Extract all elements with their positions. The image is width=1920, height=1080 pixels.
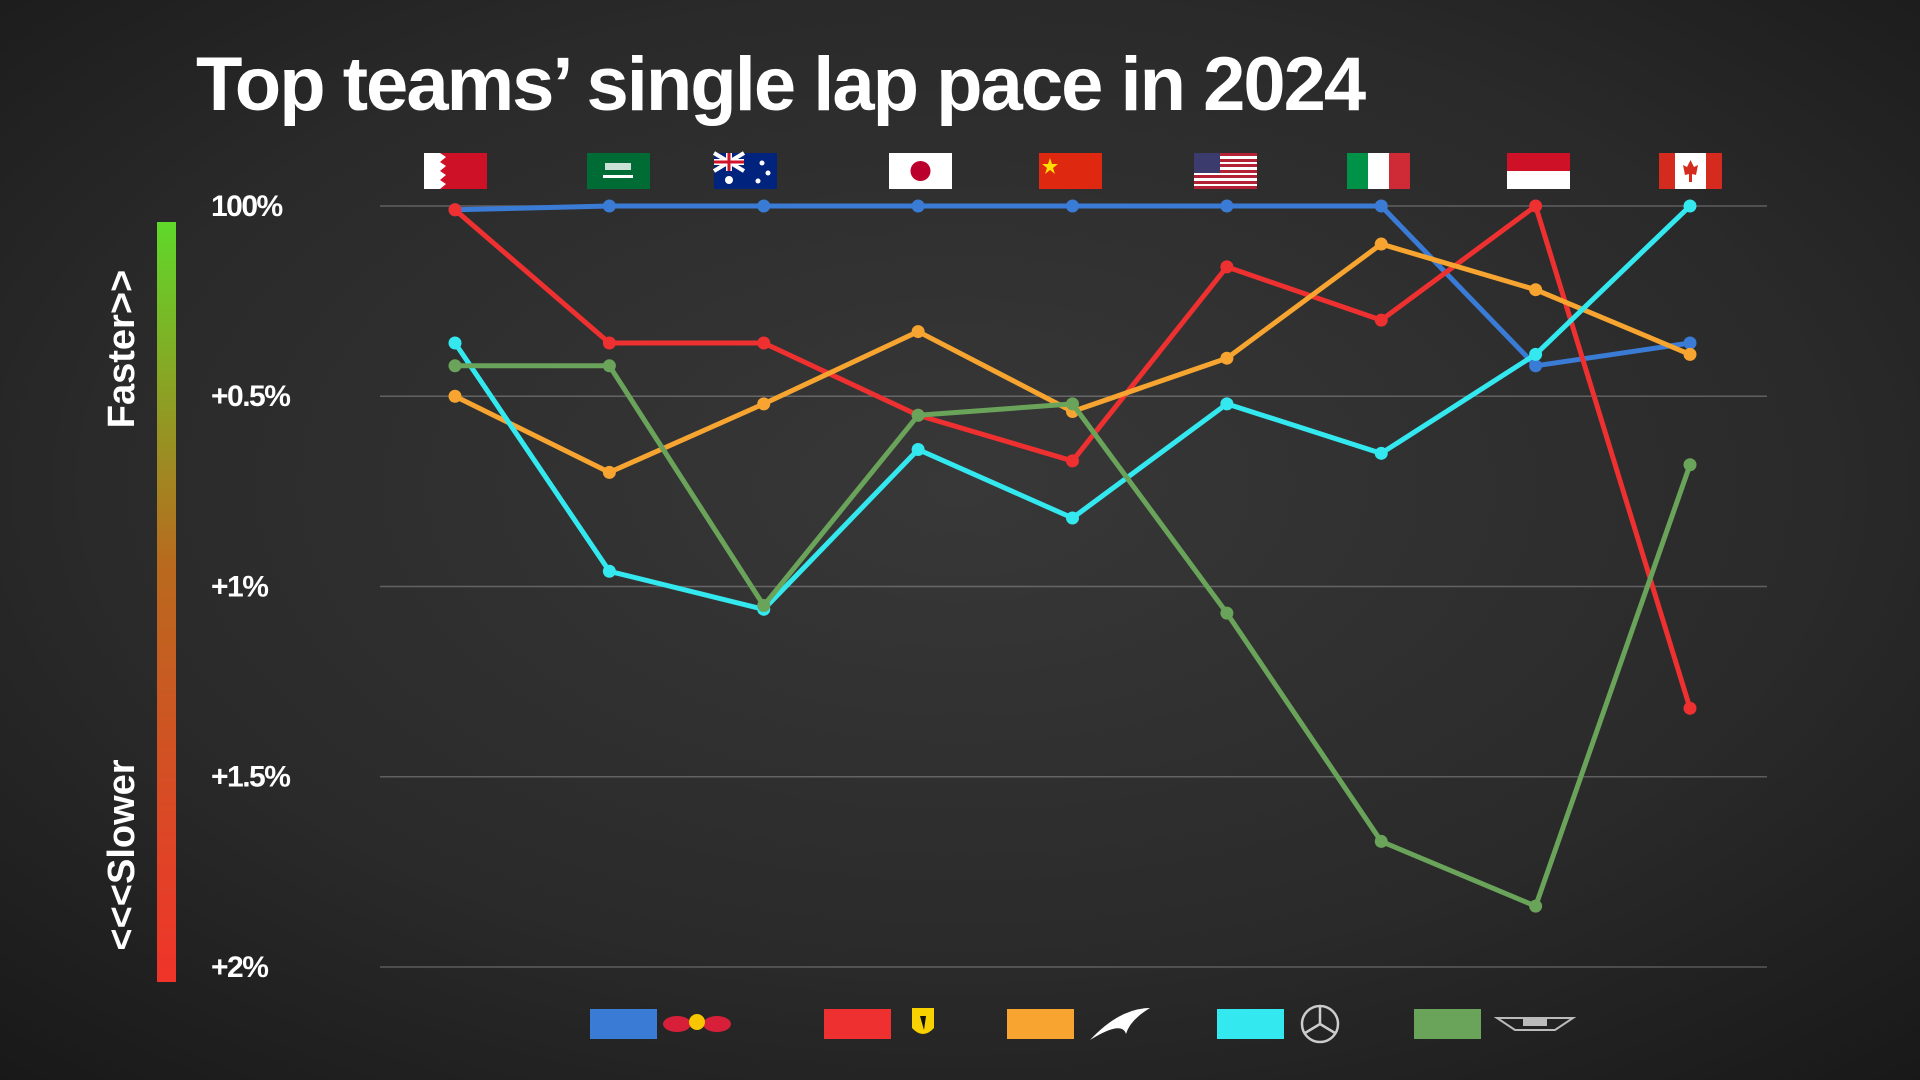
data-point xyxy=(911,325,925,339)
data-point xyxy=(602,199,616,213)
y-tick-label: 100% xyxy=(211,190,283,223)
data-point xyxy=(757,336,771,350)
data-point xyxy=(448,203,462,217)
legend xyxy=(663,1004,1577,1044)
race-flags xyxy=(424,151,1722,189)
data-point xyxy=(1066,199,1079,213)
data-point xyxy=(1374,834,1388,848)
data-point xyxy=(602,336,616,350)
data-point xyxy=(1529,359,1543,373)
legend-swatch xyxy=(1217,1009,1284,1039)
data-point xyxy=(1683,347,1697,361)
data-point xyxy=(1529,199,1543,213)
data-point xyxy=(1220,260,1234,274)
data-point xyxy=(1220,397,1234,411)
data-point xyxy=(448,336,462,350)
legend-swatch xyxy=(1414,1009,1481,1039)
data-point xyxy=(911,443,925,457)
data-point xyxy=(1220,199,1234,213)
data-point xyxy=(757,599,771,613)
data-point xyxy=(1683,458,1697,472)
data-point xyxy=(602,465,616,479)
data-point xyxy=(1374,237,1388,251)
annotation: Faster>> xyxy=(101,270,143,428)
y-tick-label: +1% xyxy=(211,570,268,603)
data-point xyxy=(602,564,616,578)
legend-swatch xyxy=(590,1009,657,1039)
legend-swatch xyxy=(1007,1009,1074,1039)
data-point xyxy=(1374,199,1388,213)
data-point xyxy=(1066,511,1079,525)
annotation: <<<Slower xyxy=(101,759,143,950)
data-point xyxy=(1220,351,1234,365)
y-tick-label: +0.5% xyxy=(211,380,290,413)
legend-swatch xyxy=(824,1009,891,1039)
data-point xyxy=(1066,454,1079,468)
data-point xyxy=(1529,347,1543,361)
data-point xyxy=(1374,313,1388,327)
data-point xyxy=(911,408,925,422)
data-point xyxy=(1529,899,1543,913)
data-point xyxy=(448,359,462,373)
data-point xyxy=(1683,701,1697,715)
data-point xyxy=(1529,283,1543,297)
chart-title: Top teams’ single lap pace in 2024 xyxy=(196,42,1366,127)
data-point xyxy=(1220,606,1234,620)
data-point xyxy=(1683,336,1697,350)
data-point xyxy=(1066,397,1079,411)
data-point xyxy=(911,199,925,213)
y-tick-label: +1.5% xyxy=(211,761,290,794)
y-tick-label: +2% xyxy=(211,951,268,984)
data-point xyxy=(757,199,771,213)
data-point xyxy=(448,389,462,403)
pace-scale xyxy=(157,222,176,982)
data-point xyxy=(757,397,771,411)
data-point xyxy=(602,359,616,373)
data-point xyxy=(1683,199,1697,213)
data-point xyxy=(1374,446,1388,460)
